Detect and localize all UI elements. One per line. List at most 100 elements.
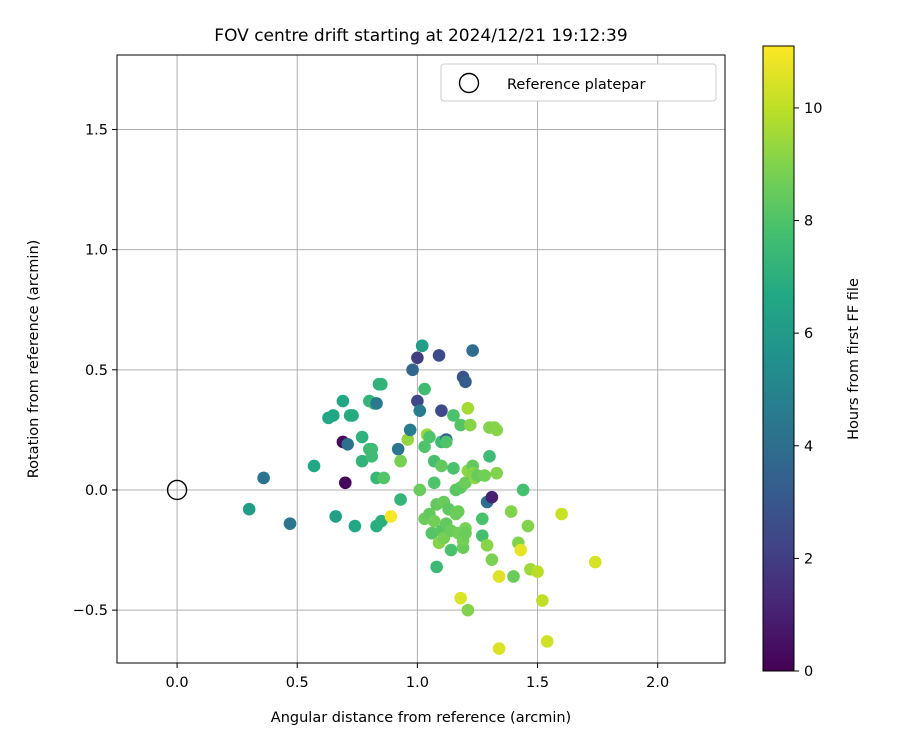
data-point (463, 418, 477, 432)
data-point (377, 471, 391, 485)
data-point (403, 423, 417, 437)
x-tick-label: 1.5 (526, 675, 549, 691)
data-point (375, 377, 388, 391)
data-point (430, 560, 443, 574)
x-axis-ticks: 0.0 0.5 1.0 1.5 2.0 (166, 663, 669, 691)
data-point (329, 510, 342, 523)
legend-marker-icon (458, 72, 480, 94)
x-tick-label: 1.0 (406, 675, 429, 691)
data-point (435, 404, 448, 417)
data-point (521, 519, 535, 533)
data-point (514, 543, 528, 557)
data-point (355, 454, 369, 468)
data-point (425, 526, 439, 540)
chart-title: FOV centre drift starting at 2024/12/21 … (214, 26, 627, 46)
data-point (531, 565, 544, 578)
data-point (418, 440, 431, 454)
y-tick-label: 0.5 (85, 363, 108, 379)
data-point (339, 476, 352, 490)
data-point (459, 476, 472, 490)
data-point (413, 483, 427, 497)
y-axis-ticks: −0.5 0.0 0.5 1.0 1.5 (73, 122, 117, 619)
data-point (415, 339, 429, 353)
data-point (411, 394, 424, 408)
data-point (391, 442, 405, 456)
x-axis-label: Angular distance from reference (arcmin) (271, 710, 571, 726)
data-point (478, 469, 491, 482)
legend-box (440, 63, 717, 102)
data-point (490, 466, 503, 480)
data-point (384, 510, 398, 523)
data-point (466, 344, 479, 357)
colorbar: 0 2 4 6 8 10 Hours from first FF file (762, 45, 862, 680)
colorbar-tick-label: 8 (804, 214, 813, 230)
data-point (348, 519, 362, 533)
colorbar-label: Hours from first FF file (846, 278, 862, 440)
grid-lines (117, 55, 725, 663)
data-point (485, 490, 499, 504)
y-axis-label: Rotation from reference (arcmin) (26, 240, 42, 479)
data-point (475, 512, 489, 526)
data-point (413, 404, 427, 417)
colorbar-tick-label: 2 (804, 551, 813, 567)
data-point (375, 514, 388, 528)
data-point (485, 553, 499, 566)
reference-point-marker (166, 479, 188, 501)
data-point (307, 459, 321, 473)
data-point (536, 594, 549, 607)
data-point (326, 409, 340, 422)
data-point (444, 543, 458, 557)
data-point (459, 375, 472, 389)
data-point (341, 438, 355, 451)
colorbar-tick-label: 10 (804, 101, 822, 117)
data-point (492, 642, 506, 655)
data-point (411, 351, 424, 365)
data-point (423, 430, 436, 444)
data-point (401, 433, 415, 446)
data-point (483, 450, 496, 463)
data-point (370, 397, 383, 410)
data-point (355, 430, 369, 444)
data-point (427, 514, 441, 528)
data-point (439, 435, 453, 449)
data-point (454, 418, 467, 432)
data-point (451, 505, 465, 518)
data-point (454, 591, 467, 605)
data-point (365, 450, 379, 463)
y-tick-label: 1.5 (85, 122, 108, 138)
x-tick-label: 2.0 (646, 675, 669, 691)
x-tick-label: 0.0 (166, 675, 189, 691)
data-point (257, 471, 270, 485)
colorbar-gradient (762, 45, 795, 672)
data-point (394, 454, 407, 468)
data-point (461, 401, 475, 415)
data-point (540, 635, 554, 648)
data-point (507, 570, 520, 583)
y-tick-label: 1.0 (85, 243, 108, 259)
y-tick-label: −0.5 (73, 603, 108, 619)
data-point (336, 394, 350, 408)
data-point (459, 526, 472, 540)
data-point (394, 493, 407, 506)
data-point (283, 517, 297, 530)
x-tick-label: 0.5 (286, 675, 309, 691)
data-point (447, 409, 460, 422)
data-point (461, 603, 475, 617)
plot-frame (116, 54, 726, 664)
data-point (346, 409, 359, 422)
data-point (588, 555, 602, 569)
data-point (555, 507, 568, 521)
legend: Reference platepar (440, 63, 717, 102)
data-point (516, 483, 530, 497)
data-point (242, 502, 256, 516)
y-tick-label: 0.0 (85, 483, 108, 499)
colorbar-tick-label: 4 (804, 439, 813, 455)
data-point (475, 529, 489, 542)
colorbar-ticks: 0 2 4 6 8 10 (794, 101, 822, 680)
data-points (242, 339, 602, 655)
colorbar-tick-label: 0 (804, 664, 813, 680)
data-point (418, 382, 431, 396)
legend-label: Reference platepar (507, 77, 645, 93)
data-point (435, 459, 448, 473)
